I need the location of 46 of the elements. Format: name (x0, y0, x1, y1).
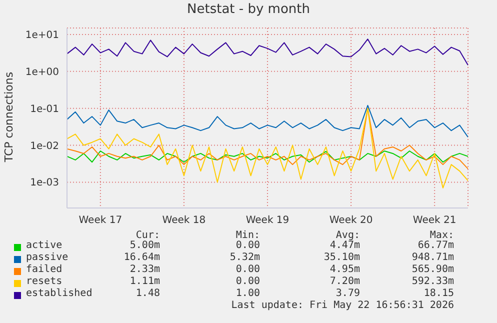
y-tick-label: 1e-02 (30, 140, 59, 152)
text: Max: (430, 230, 454, 241)
text: 1.00 (236, 288, 260, 299)
y-tick-label: 1e-03 (30, 178, 59, 189)
text: 35.10m (324, 252, 360, 263)
text: 565.90m (412, 264, 454, 275)
text: 0.00 (236, 276, 260, 287)
text: 4.95m (330, 264, 360, 275)
text: 16.64m (124, 252, 160, 263)
x-tick-label: Week 19 (246, 215, 290, 226)
legend-label: active (26, 240, 62, 251)
legend-label: established (26, 288, 92, 299)
text: Min: (236, 230, 260, 241)
text: Cur: (136, 230, 160, 241)
text: 5.32m (230, 252, 260, 263)
line-series (67, 150, 468, 163)
text: 1.11m (130, 276, 160, 287)
text: 7.20m (330, 276, 360, 287)
text: 4.47m (330, 240, 360, 251)
y-axis-title: TCP connections (2, 72, 16, 162)
line-series (67, 38, 468, 66)
text: 2.33m (130, 264, 160, 275)
text: 5.00m (130, 240, 160, 251)
legend-label: resets (26, 276, 62, 287)
y-tick-label: 1e+00 (25, 66, 59, 78)
text: Avg: (336, 230, 360, 241)
line-series (67, 108, 468, 188)
x-tick-label: Week 20 (329, 215, 373, 226)
legend-label: passive (26, 252, 68, 263)
y-tick-label: 1e+01 (25, 30, 59, 42)
text: 0.00 (236, 264, 260, 275)
text: 948.71m (412, 252, 454, 263)
legend-label: failed (26, 264, 62, 275)
text: 66.77m (418, 240, 454, 251)
x-tick-label: Week 18 (162, 215, 206, 226)
text: 3.79 (336, 288, 360, 299)
line-series (67, 104, 468, 138)
text: 592.33m (412, 276, 454, 287)
text: 18.15 (424, 288, 454, 299)
x-tick-label: Week 21 (412, 215, 456, 226)
chart-title: Netstat - by month (186, 2, 311, 17)
y-tick-label: 1e-01 (30, 104, 59, 115)
text: 1.48 (136, 288, 160, 299)
x-tick-label: Week 17 (78, 215, 122, 226)
text: 0.00 (236, 240, 260, 251)
text: Last update: Fri May 22 16:56:31 2026 (231, 300, 454, 311)
